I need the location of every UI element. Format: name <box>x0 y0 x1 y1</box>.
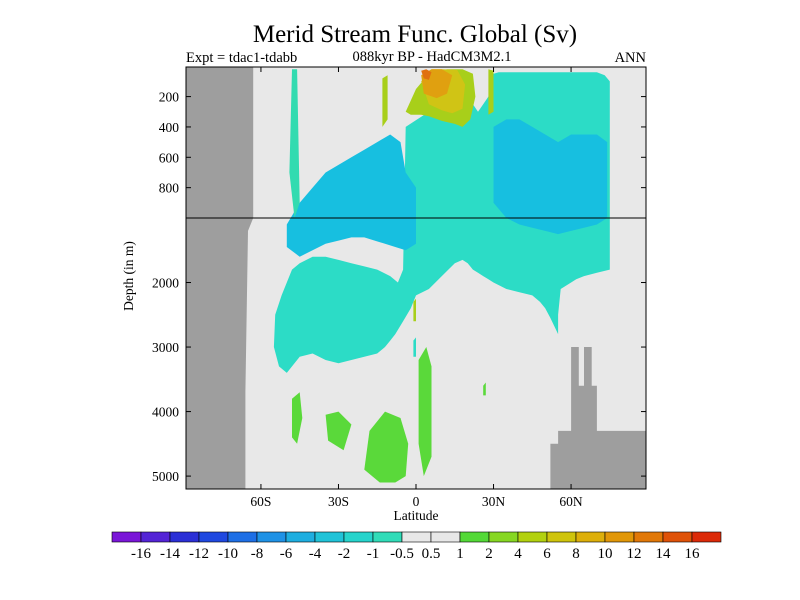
colorbar-swatch <box>604 531 635 543</box>
contour-region-green <box>418 347 432 477</box>
x-tick-label: 60S <box>250 494 271 509</box>
colorbar-label: -2 <box>338 546 351 562</box>
colorbar-label: 10 <box>598 546 613 562</box>
chart-title: Merid Stream Func. Global (Sv) <box>253 21 577 48</box>
colorbar-label: 0.5 <box>422 546 441 562</box>
colorbar-swatch <box>285 531 316 543</box>
contour-region-green <box>325 411 352 451</box>
x-tick-label: 30N <box>482 494 506 509</box>
colorbar-swatch <box>575 531 606 543</box>
y-tick-label: 600 <box>159 150 180 165</box>
colorbar-swatch <box>256 531 287 543</box>
contour-region-cyan_light <box>413 337 416 357</box>
colorbar-label: -1 <box>367 546 380 562</box>
colorbar-label: 1 <box>456 546 464 562</box>
colorbar-label: 12 <box>627 546 642 562</box>
y-axis-label: Depth (in m) <box>121 241 136 311</box>
y-tick-label: 3000 <box>152 340 179 355</box>
x-tick-label: 30S <box>328 494 349 509</box>
colorbar-swatch <box>198 531 229 543</box>
field-layer <box>186 67 646 489</box>
colorbar-swatch <box>227 531 258 543</box>
y-tick-label: 800 <box>159 181 180 196</box>
land-mask <box>550 347 646 489</box>
colorbar-swatch <box>633 531 664 543</box>
colorbar-swatch <box>140 531 171 543</box>
colorbar-swatch <box>401 531 432 543</box>
x-axis-label: Latitude <box>394 508 439 523</box>
colorbar-label: 2 <box>485 546 493 562</box>
y-tick-label: 4000 <box>152 405 179 420</box>
colorbar-swatch <box>488 531 519 543</box>
colorbar-label: 8 <box>572 546 580 562</box>
y-tick-label: 400 <box>159 120 180 135</box>
colorbar-swatch <box>662 531 693 543</box>
season-label: ANN <box>615 50 647 66</box>
experiment-label: Expt = tdac1-tdabb <box>186 50 297 66</box>
colorbar-label: -4 <box>309 546 322 562</box>
colorbar-label: -12 <box>189 546 209 562</box>
contour-region-green <box>364 411 409 483</box>
contour-region-red_orange <box>421 69 432 80</box>
contour-region-green <box>292 392 303 444</box>
colorbar-label: 6 <box>543 546 551 562</box>
y-tick-label: 2000 <box>152 276 179 291</box>
colorbar-label: 4 <box>514 546 522 562</box>
axes: 60S 30S 0 30N 60N 200 400 600 800 2000 3000 4000 500… <box>152 66 647 509</box>
colorbar-swatch <box>314 531 345 543</box>
colorbar-label: 16 <box>685 546 701 562</box>
colorbar-label: -6 <box>280 546 293 562</box>
colorbar-label: 14 <box>656 546 672 562</box>
contour-region-green <box>483 382 486 396</box>
land-mask <box>186 67 254 489</box>
colorbar-swatch <box>372 531 403 543</box>
contour-region-yellow_green <box>488 69 494 115</box>
contour-region-blue <box>286 134 416 257</box>
x-tick-label: 0 <box>413 494 420 509</box>
colorbar: -16 -14 -12 -10 -8 -6 -4 -2 -1 -0.5 0.5 1 2 4 6 8 10 12 14… <box>111 531 722 562</box>
x-tick-label: 60N <box>559 494 583 509</box>
plot-area <box>186 67 646 489</box>
colorbar-swatch <box>459 531 490 543</box>
colorbar-swatch <box>691 531 722 543</box>
period-model-label: 088kyr BP - HadCM3M2.1 <box>353 49 512 65</box>
y-tick-label: 5000 <box>152 469 179 484</box>
contour-region-teal <box>289 69 300 218</box>
contour-region-yellow_green <box>382 75 388 127</box>
colorbar-label: -14 <box>160 546 180 562</box>
colorbar-swatch <box>169 531 200 543</box>
colorbar-label: -10 <box>218 546 238 562</box>
colorbar-swatch <box>517 531 548 543</box>
colorbar-swatch <box>546 531 577 543</box>
y-tick-label: 200 <box>159 90 180 105</box>
contour-region-blue <box>493 119 608 235</box>
colorbar-swatch <box>111 531 142 543</box>
colorbar-swatch <box>430 531 461 543</box>
contour-region-yellow_green <box>413 298 416 322</box>
colorbar-label: -16 <box>131 546 151 562</box>
colorbar-label: -8 <box>251 546 264 562</box>
colorbar-swatch <box>343 531 374 543</box>
colorbar-label: -0.5 <box>390 546 414 562</box>
